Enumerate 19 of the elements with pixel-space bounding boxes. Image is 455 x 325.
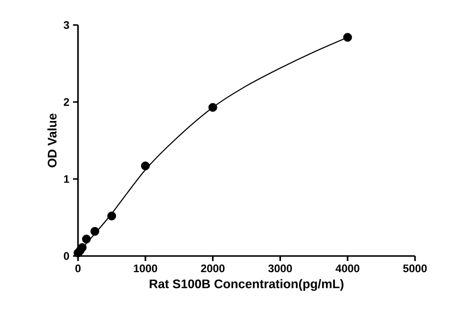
y-tick-label: 1 — [64, 175, 70, 183]
y-tick-label: 3 — [64, 21, 70, 29]
point — [107, 212, 116, 220]
point — [141, 162, 150, 170]
x-tick-label: 3000 — [268, 264, 292, 272]
y-tick-label: 2 — [64, 98, 70, 106]
x-tick-label: 0 — [75, 264, 81, 272]
x-tick-label: 5000 — [403, 264, 427, 272]
x-axis-title: Rat S100B Concentration(pg/mL) — [150, 279, 344, 291]
x-tick-label: 4000 — [336, 264, 360, 272]
point — [208, 103, 218, 112]
x-tick-label: 2000 — [200, 264, 225, 272]
point — [82, 234, 91, 244]
x-tick-label: 1000 — [134, 264, 158, 272]
y-tick-label: 0 — [64, 252, 70, 260]
point — [343, 32, 352, 42]
y-axis-title: OD Value — [47, 114, 57, 168]
point — [78, 243, 87, 252]
point — [90, 226, 100, 236]
